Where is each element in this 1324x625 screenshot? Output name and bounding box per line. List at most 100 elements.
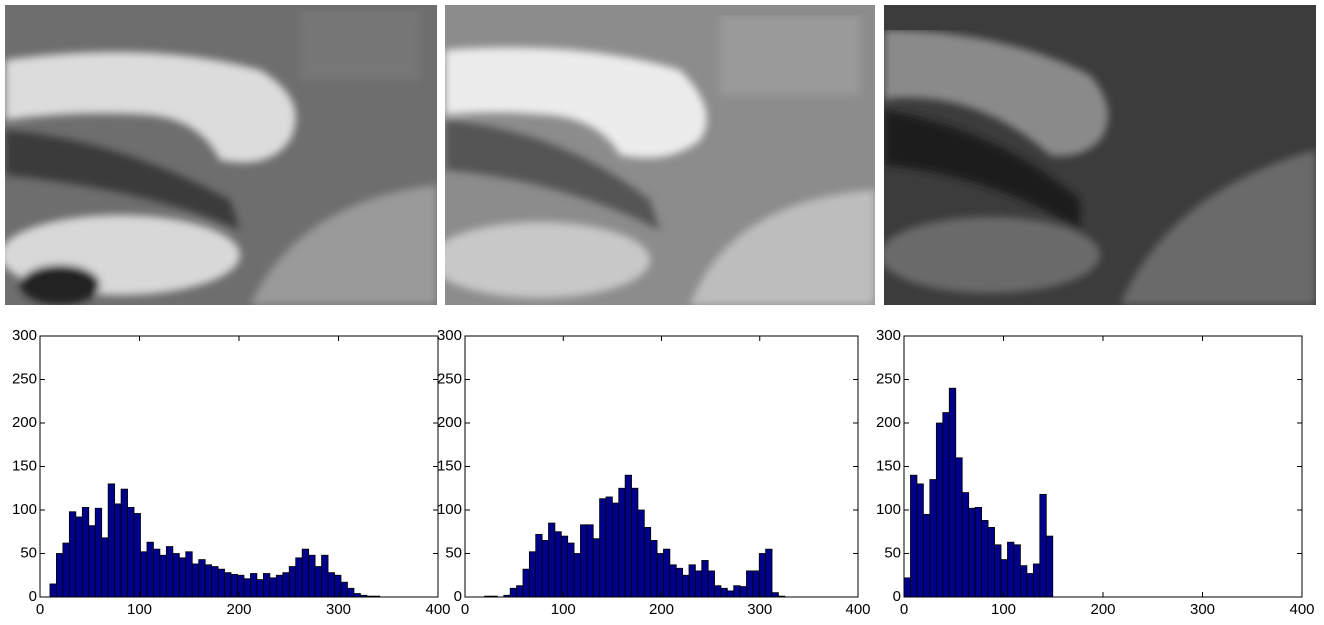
bar — [347, 587, 355, 598]
bar — [256, 579, 264, 598]
bar — [682, 574, 690, 598]
bar — [1026, 573, 1034, 598]
x-tick-label: 100 — [551, 601, 576, 618]
bar — [340, 581, 348, 598]
mri-image — [445, 5, 875, 305]
y-tick-label: 100 — [876, 501, 901, 518]
x-tick-label: 300 — [1190, 601, 1215, 618]
bar — [974, 506, 983, 598]
bar — [733, 585, 741, 598]
x-tick-label: 0 — [36, 601, 44, 618]
bar — [49, 583, 57, 598]
bar — [262, 573, 271, 598]
bar — [308, 554, 316, 598]
mri-image — [884, 5, 1316, 305]
y-tick-label: 150 — [12, 457, 37, 474]
bar — [935, 422, 944, 598]
bar — [758, 553, 767, 598]
bar — [746, 570, 754, 598]
y-tick-label: 250 — [12, 370, 37, 387]
bar — [631, 487, 639, 598]
bar — [120, 488, 128, 598]
bar — [146, 541, 154, 598]
bar — [771, 592, 779, 598]
bar — [269, 577, 277, 598]
bar — [650, 540, 658, 598]
bar — [624, 474, 632, 598]
bar — [663, 548, 671, 598]
x-tick-label: 0 — [461, 601, 469, 618]
bar — [224, 572, 232, 598]
bar — [250, 573, 258, 598]
bar — [669, 564, 677, 598]
bar — [159, 554, 167, 598]
bar — [217, 568, 225, 598]
x-tick-label: 200 — [1090, 601, 1115, 618]
bar — [637, 509, 645, 598]
y-tick-label: 150 — [437, 457, 462, 474]
bar — [204, 564, 213, 598]
bar — [618, 487, 626, 598]
x-tick-label: 400 — [1289, 601, 1314, 618]
bar — [334, 574, 342, 598]
bar — [987, 527, 995, 598]
bar — [68, 511, 77, 598]
bar — [573, 553, 581, 598]
bar — [237, 574, 245, 598]
bar — [903, 577, 911, 598]
bar — [107, 483, 116, 598]
bar — [88, 525, 96, 598]
bar — [1000, 559, 1008, 598]
bar — [295, 557, 303, 598]
bar — [1045, 535, 1054, 598]
y-tick-label: 200 — [437, 414, 462, 431]
bar — [720, 587, 728, 598]
bar — [198, 559, 206, 598]
bar — [701, 560, 709, 598]
y-tick-label: 50 — [884, 544, 901, 561]
bar — [929, 479, 937, 598]
bar — [688, 564, 696, 598]
bar — [923, 513, 931, 598]
mri-image — [5, 5, 437, 305]
x-tick-label: 300 — [747, 601, 772, 618]
bar — [948, 387, 957, 598]
bar — [752, 570, 760, 598]
y-tick-label: 200 — [12, 414, 37, 431]
bar — [275, 574, 284, 598]
y-tick-label: 300 — [876, 327, 901, 344]
bar — [548, 522, 556, 598]
bar — [522, 568, 530, 598]
bar — [611, 502, 620, 598]
bar — [1032, 563, 1041, 598]
bar — [1013, 544, 1021, 598]
bar — [75, 516, 83, 598]
y-tick-label: 200 — [876, 414, 901, 431]
bar — [942, 412, 950, 598]
y-tick-label: 250 — [437, 370, 462, 387]
bar — [675, 567, 684, 598]
bar — [1039, 493, 1047, 598]
bar — [567, 542, 575, 598]
bar — [528, 551, 537, 598]
bar — [94, 507, 103, 598]
x-tick-label: 400 — [845, 601, 870, 618]
bar — [586, 524, 594, 598]
bar — [243, 578, 251, 598]
bar — [981, 520, 989, 598]
bar — [288, 566, 297, 598]
bar — [172, 553, 180, 598]
x-tick-label: 200 — [649, 601, 674, 618]
bar — [994, 544, 1002, 598]
bar — [739, 586, 747, 598]
bar — [353, 593, 361, 598]
bar — [509, 587, 517, 598]
bar — [580, 524, 588, 598]
bar — [714, 585, 722, 598]
y-tick-label: 100 — [12, 501, 37, 518]
x-tick-label: 0 — [900, 601, 908, 618]
bar — [282, 572, 290, 598]
bar — [133, 513, 141, 598]
